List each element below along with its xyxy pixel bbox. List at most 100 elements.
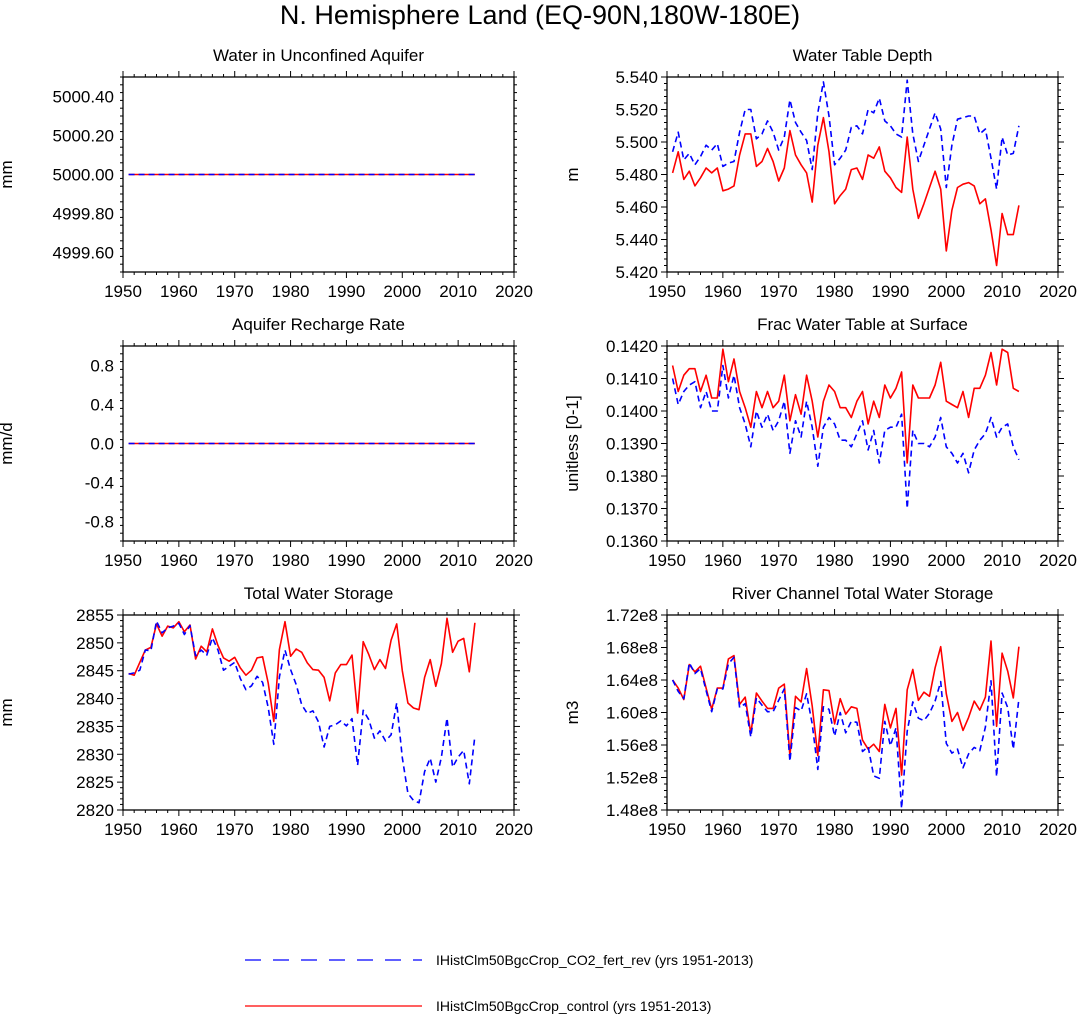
y-axis-label: m3 [563,701,582,725]
y-tick-label: 5.500 [615,133,658,152]
legend-label-control: IHistClm50BgcCrop_control (yrs 1951-2013… [436,998,711,1014]
y-tick-label: 1.56e8 [606,736,658,755]
x-tick-label: 1960 [160,820,198,839]
y-tick-label: 1.64e8 [606,671,658,690]
x-tick-label: 2000 [927,820,965,839]
series-line-co2-fert-rev [671,79,1020,190]
y-axis-label: mm/d [0,422,16,465]
plot-frame [122,76,515,273]
x-tick-label: 1970 [760,282,798,301]
y-tick-label: 0.1370 [606,500,658,519]
y-tick-label: 2850 [76,634,114,653]
x-tick-label: 2010 [983,820,1021,839]
chart-panels: Water in Unconfined Aquifer 1950 1960 1970 1… [0,46,1077,839]
x-tick-label: 2000 [383,551,421,570]
x-tick-label: 2020 [495,282,533,301]
y-tick-label: 2825 [76,773,114,792]
x-tick-label: 1960 [160,551,198,570]
y-tick-label: 0.1380 [606,467,658,486]
y-tick-label: 2840 [76,690,114,709]
x-tick-label: 2010 [983,551,1021,570]
x-tick-label: 2010 [439,820,477,839]
y-tick-label: 0.8 [90,357,114,376]
chart-panel-4: Frac Water Table at Surface 1950 1960 1970 1… [563,315,1077,570]
y-axis-label: unitless [0-1] [563,395,582,491]
chart-panel-5: Total Water Storage 1950 1960 1970 1980 1990 2… [0,584,533,839]
x-tick-label: 1960 [704,551,742,570]
y-tick-label: 2830 [76,745,114,764]
series-line-co2-fert-rev [671,364,1020,510]
x-tick-label: 2020 [495,820,533,839]
y-tick-label: 5.480 [615,166,658,185]
y-tick-label: 4999.80 [53,205,114,224]
figure-title: N. Hemisphere Land (EQ-90N,180W-180E) [280,0,800,30]
series-line-control [671,640,1020,776]
y-axis-label: mm [0,698,16,726]
y-tick-label: 5000.00 [53,166,114,185]
y-tick-label: 5.520 [615,101,658,120]
x-tick-label: 1990 [328,551,366,570]
y-tick-label: 5000.20 [53,127,114,146]
chart-title: Frac Water Table at Surface [757,315,968,334]
chart-panel-6: River Channel Total Water Storage 1950 196… [563,584,1077,839]
y-tick-label: 5.540 [615,68,658,87]
y-tick-label: 0.1420 [606,337,658,356]
y-tick-label: 2855 [76,606,114,625]
y-tick-label: 0.0 [90,435,114,454]
y-tick-label: 0.1360 [606,532,658,551]
x-tick-label: 2000 [927,551,965,570]
x-tick-label: 1980 [272,551,310,570]
x-tick-label: 1980 [816,282,854,301]
y-tick-label: 5.460 [615,198,658,217]
x-tick-label: 2020 [1039,820,1077,839]
y-axis-label: m [563,167,582,181]
y-tick-label: -0.8 [85,513,114,532]
series-line-co2-fert-rev [128,620,476,804]
y-tick-label: 1.52e8 [606,769,658,788]
x-tick-label: 1990 [872,820,910,839]
legend: IHistClm50BgcCrop_CO2_fert_rev (yrs 1951… [245,952,753,1014]
x-tick-label: 1990 [872,551,910,570]
x-tick-label: 2020 [495,551,533,570]
series-line-co2-fert-rev [671,656,1020,810]
x-tick-label: 2020 [1039,551,1077,570]
x-tick-label: 2000 [383,282,421,301]
x-tick-label: 1950 [104,282,142,301]
plot-frame [666,614,1059,811]
legend-label-co2-fert-rev: IHistClm50BgcCrop_CO2_fert_rev (yrs 1951… [436,952,753,968]
chart-title: Water Table Depth [793,46,933,65]
y-tick-label: 0.1390 [606,435,658,454]
x-tick-label: 2000 [383,820,421,839]
y-tick-label: 5000.40 [53,88,114,107]
x-tick-label: 1950 [104,551,142,570]
plot-frame [666,345,1059,542]
y-tick-label: 0.4 [90,396,114,415]
x-tick-label: 2010 [983,282,1021,301]
y-tick-label: 5.420 [615,263,658,282]
x-tick-label: 1990 [872,282,910,301]
x-tick-label: 1950 [648,282,686,301]
x-tick-label: 1950 [648,820,686,839]
y-tick-label: 2845 [76,662,114,681]
x-tick-label: 2010 [439,282,477,301]
chart-panel-3: Aquifer Recharge Rate 1950 1960 1970 1980 199… [0,315,533,570]
x-tick-label: 1980 [816,551,854,570]
y-tick-label: 1.72e8 [606,606,658,625]
x-tick-label: 1980 [272,282,310,301]
y-tick-label: 4999.60 [53,244,114,263]
x-tick-label: 1960 [704,820,742,839]
y-tick-label: 1.68e8 [606,639,658,658]
chart-panel-1: Water in Unconfined Aquifer 1950 1960 1970 1… [0,46,533,301]
x-tick-label: 2000 [927,282,965,301]
x-tick-label: 1960 [160,282,198,301]
x-tick-label: 1950 [648,551,686,570]
x-tick-label: 1970 [216,551,254,570]
y-axis-label: mm [0,160,16,188]
y-tick-label: -0.4 [85,474,114,493]
chart-panel-2: Water Table Depth 1950 1960 1970 1980 1990 200… [563,46,1077,301]
y-tick-label: 1.60e8 [606,704,658,723]
y-tick-label: 1.48e8 [606,801,658,820]
x-tick-label: 1980 [816,820,854,839]
series-line-control [671,348,1020,464]
